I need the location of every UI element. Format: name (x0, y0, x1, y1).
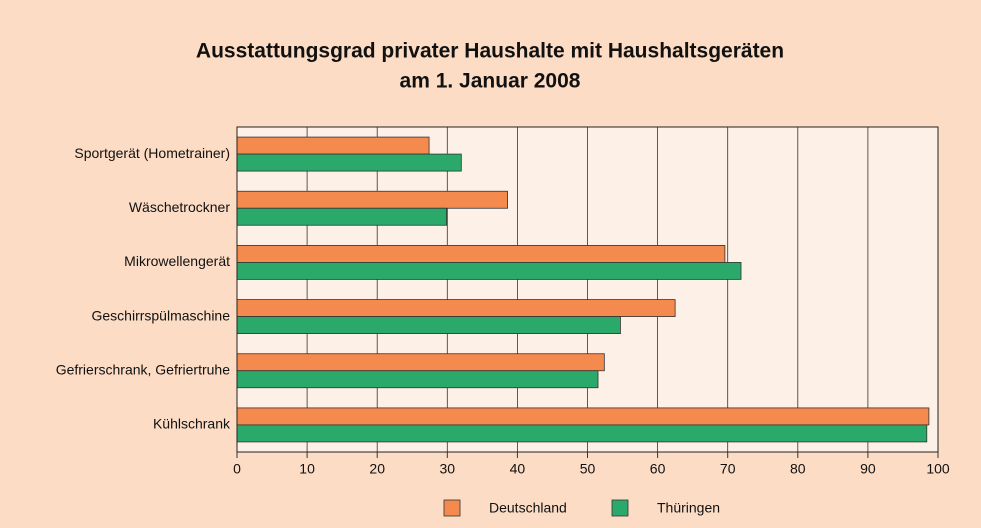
x-tick-label: 30 (440, 461, 456, 477)
bar (236, 370, 599, 389)
x-tick-label: 80 (790, 461, 806, 477)
y-tick-label: Sportgerät (Hometrainer) (74, 145, 230, 161)
x-tick-label: 40 (510, 461, 526, 477)
legend-swatch (443, 499, 461, 517)
bar (236, 207, 447, 226)
bar (236, 245, 726, 263)
y-tick-label: Mikrowellengerät (124, 253, 230, 269)
bar (236, 299, 676, 317)
legend-label: Thüringen (657, 500, 720, 516)
y-tick-label: Geschirrspülmaschine (92, 307, 231, 323)
bar (236, 316, 621, 334)
y-tick-label: Kühlschrank (153, 416, 231, 432)
bar (236, 136, 430, 155)
y-tick-label: Gefrierschrank, Gefriertruhe (56, 361, 230, 377)
x-tick-label: 50 (580, 461, 596, 477)
legend-swatch (611, 499, 629, 517)
chart-title: Ausstattungsgrad privater Haushalte mit … (196, 40, 784, 63)
x-tick-label: 60 (650, 461, 666, 477)
bar (236, 190, 508, 209)
x-tick-label: 70 (720, 461, 736, 477)
bar (236, 407, 930, 426)
x-tick-label: 100 (926, 461, 950, 477)
y-tick-label: Wäschetrockner (129, 199, 230, 215)
chart-title: am 1. Januar 2008 (400, 70, 581, 93)
bar (236, 153, 462, 172)
legend-label: Deutschland (489, 500, 567, 516)
x-tick-label: 0 (233, 461, 241, 477)
bar (236, 424, 928, 443)
bar (236, 262, 742, 280)
x-tick-label: 10 (299, 461, 315, 477)
x-tick-label: 20 (369, 461, 385, 477)
plot-border (236, 126, 939, 453)
x-tick-label: 90 (860, 461, 876, 477)
bar (236, 353, 605, 372)
